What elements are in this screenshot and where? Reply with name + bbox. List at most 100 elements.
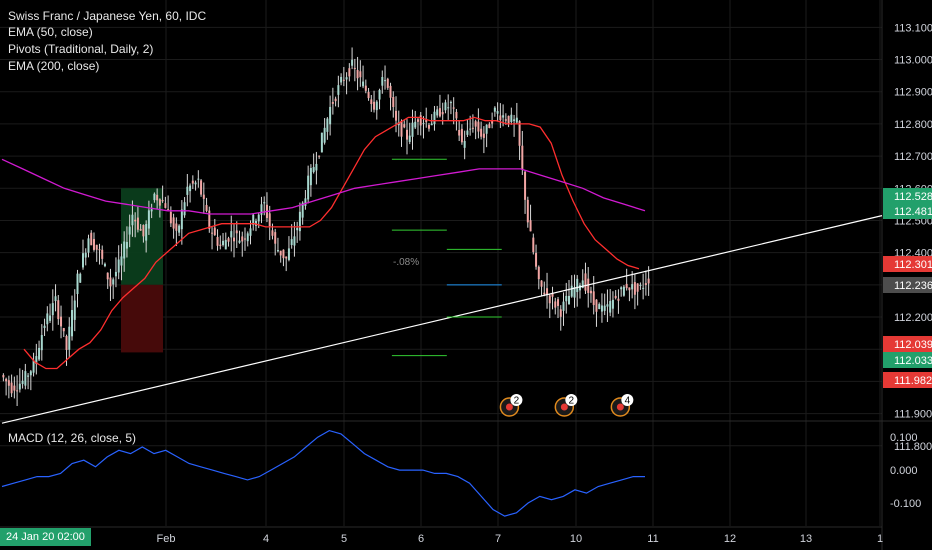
price-label: 112.481 (894, 206, 932, 218)
candle-down (392, 96, 395, 108)
candle-up (260, 204, 263, 215)
candle-down (109, 277, 112, 287)
event-dot (560, 403, 568, 411)
candle-up (40, 335, 43, 351)
candle-down (551, 292, 554, 297)
price-label-bg (883, 372, 932, 388)
candle-down (403, 124, 406, 128)
candle-down (211, 232, 214, 234)
candle-up (312, 167, 315, 173)
candle-up (189, 185, 192, 192)
candle-up (573, 287, 576, 298)
candle-down (208, 210, 211, 229)
candle-up (298, 211, 301, 232)
candle-down (406, 129, 408, 140)
candle-down (455, 111, 458, 119)
candle-up (296, 227, 299, 231)
candle-up (320, 132, 323, 153)
candle-up (345, 77, 348, 80)
candle-down (535, 252, 538, 267)
candle-up (238, 240, 241, 243)
candle-down (364, 85, 367, 91)
candle-down (7, 380, 10, 386)
candle-down (491, 120, 494, 124)
candle-up (603, 305, 606, 311)
candle-up (378, 89, 381, 100)
event-dot (505, 403, 513, 411)
candles (2, 47, 650, 406)
candle-down (373, 101, 376, 110)
candle-up (340, 76, 343, 83)
candle-down (474, 121, 477, 127)
candle-down (400, 120, 403, 137)
event-markers[interactable]: 2 2 4 (499, 394, 634, 417)
candle-down (441, 112, 444, 115)
candle-up (82, 253, 84, 268)
candle-down (191, 180, 194, 184)
candle-down (617, 298, 620, 301)
candle-up (117, 259, 120, 273)
legend-macd: MACD (12, 26, close, 5) (8, 431, 137, 445)
candle-down (348, 68, 351, 77)
candle-up (224, 239, 227, 250)
candle-down (241, 236, 244, 242)
event-dot (616, 403, 624, 411)
price-tick: 112.900 (894, 87, 932, 99)
candle-up (49, 315, 52, 321)
pivot-lines (391, 158, 502, 357)
candle-up (114, 271, 117, 277)
candle-down (92, 238, 95, 250)
candle-down (142, 224, 145, 237)
candle-down (219, 244, 222, 246)
candle-up (183, 202, 186, 216)
price-label: 112.236 (894, 280, 932, 292)
candle-up (408, 135, 411, 142)
candle-up (606, 304, 609, 307)
candle-up (222, 240, 225, 246)
candle-down (587, 278, 590, 293)
price-label: 111.982 (894, 375, 932, 387)
macd-tick: 0.100 (890, 432, 918, 444)
candle-down (95, 244, 98, 250)
macd-line (1, 429, 645, 517)
candle-up (329, 106, 332, 125)
candle-down (106, 272, 109, 280)
ema50-line (23, 116, 640, 370)
candle-down (367, 91, 370, 99)
candle-up (29, 371, 32, 376)
candle-down (5, 378, 8, 382)
candle-up (32, 360, 35, 373)
candle-up (307, 175, 310, 200)
candle-down (200, 180, 203, 195)
candle-down (10, 382, 13, 394)
candle-up (515, 117, 518, 123)
candle-up (351, 59, 354, 66)
range-label: -.08% (393, 257, 419, 268)
price-label-bg (883, 352, 932, 368)
price-tick: 113.000 (894, 55, 932, 67)
candle-down (213, 227, 216, 236)
candle-up (642, 287, 645, 289)
candle-down (274, 232, 277, 244)
candle-up (46, 313, 49, 325)
candle-up (254, 220, 257, 226)
candle-down (98, 249, 101, 251)
time-tick: 11 (647, 533, 658, 545)
candle-down (156, 194, 159, 201)
candle-up (27, 375, 30, 377)
candle-down (480, 128, 483, 137)
price-tick: 112.700 (894, 151, 932, 163)
candle-down (438, 108, 441, 117)
candle-down (419, 115, 422, 126)
candle-up (125, 241, 128, 249)
candle-up (301, 202, 304, 218)
crosshair-date-badge: 24 Jan 20 02:00 (0, 528, 91, 546)
price-tick: 112.800 (894, 119, 932, 131)
candle-down (389, 85, 392, 98)
candle-down (164, 203, 167, 208)
candle-up (147, 210, 150, 229)
candle-up (263, 202, 266, 204)
candle-up (620, 287, 623, 290)
position-boxes (121, 188, 163, 353)
